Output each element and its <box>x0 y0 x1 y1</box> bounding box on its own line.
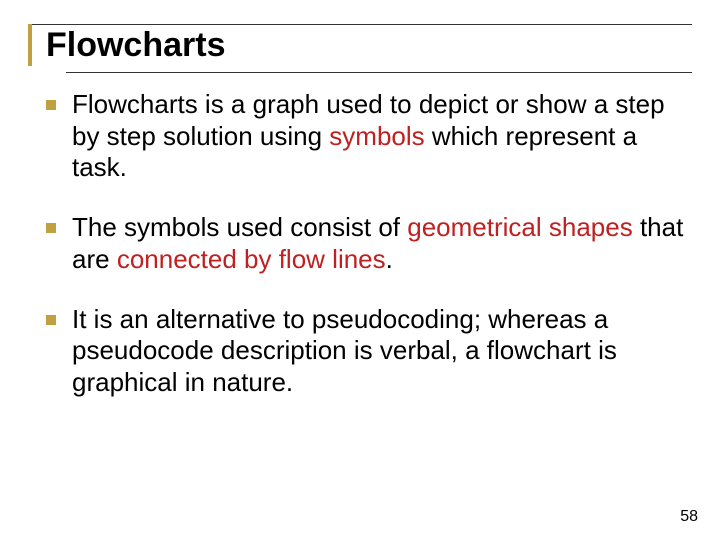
title-accent-bar <box>28 24 32 66</box>
title-rule-top <box>28 24 692 25</box>
body-text: The symbols used consist of <box>72 212 407 242</box>
list-item: The symbols used consist of geometrical … <box>42 212 684 275</box>
title-block: Flowcharts <box>28 18 692 71</box>
highlight-text: connected by flow lines <box>117 244 386 274</box>
bullet-list: Flowcharts is a graph used to depict or … <box>28 89 692 399</box>
slide-title: Flowcharts <box>28 18 692 71</box>
list-item: It is an alternative to pseudocoding; wh… <box>42 304 684 399</box>
body-text: . <box>386 244 393 274</box>
highlight-text: geometrical shapes <box>407 212 640 242</box>
list-item: Flowcharts is a graph used to depict or … <box>42 89 684 184</box>
body-text: It is an alternative to pseudocoding; wh… <box>72 304 617 397</box>
title-rule-bottom <box>66 72 692 73</box>
highlight-text: symbols <box>329 121 424 151</box>
slide: Flowcharts Flowcharts is a graph used to… <box>0 0 720 540</box>
page-number: 58 <box>680 508 698 526</box>
